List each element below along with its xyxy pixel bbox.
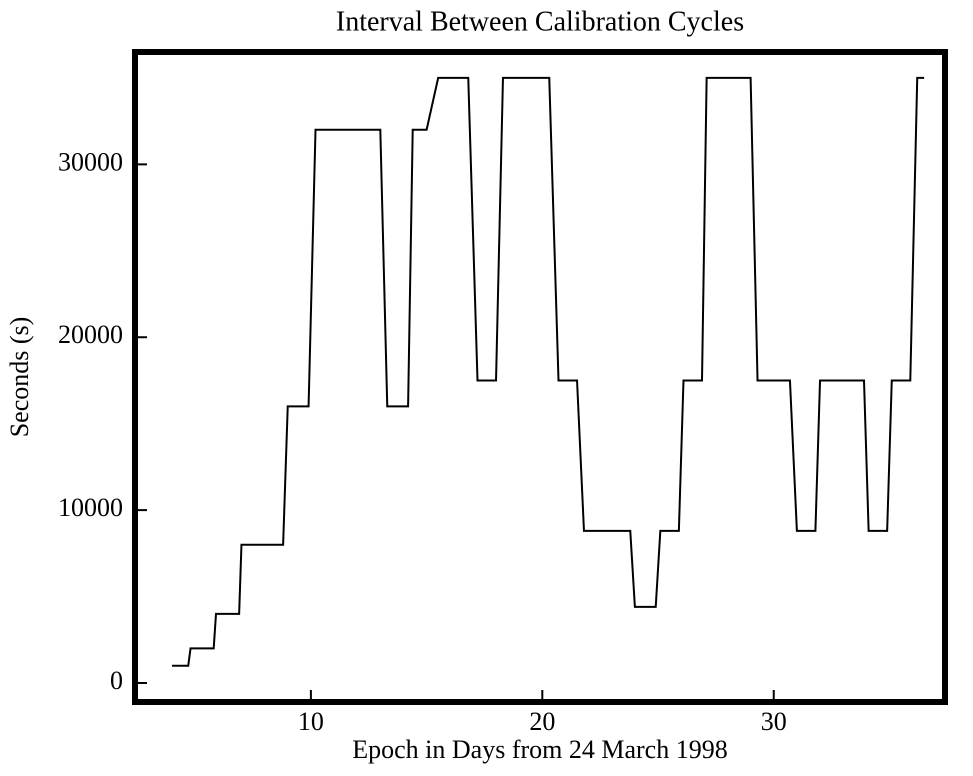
x-tick-label: 30 xyxy=(761,707,787,736)
y-axis-label: Seconds (s) xyxy=(5,317,34,438)
x-tick-label: 20 xyxy=(529,707,555,736)
y-tick-label: 10000 xyxy=(58,493,123,522)
plot-frame xyxy=(132,49,948,705)
y-tick-label: 0 xyxy=(110,666,123,695)
y-tick-label: 30000 xyxy=(58,147,123,176)
chart-title: Interval Between Calibration Cycles xyxy=(336,6,744,37)
data-line xyxy=(172,76,925,667)
y-tick-label: 20000 xyxy=(58,320,123,349)
x-axis-label: Epoch in Days from 24 March 1998 xyxy=(352,735,727,764)
x-tick-label: 10 xyxy=(298,707,324,736)
